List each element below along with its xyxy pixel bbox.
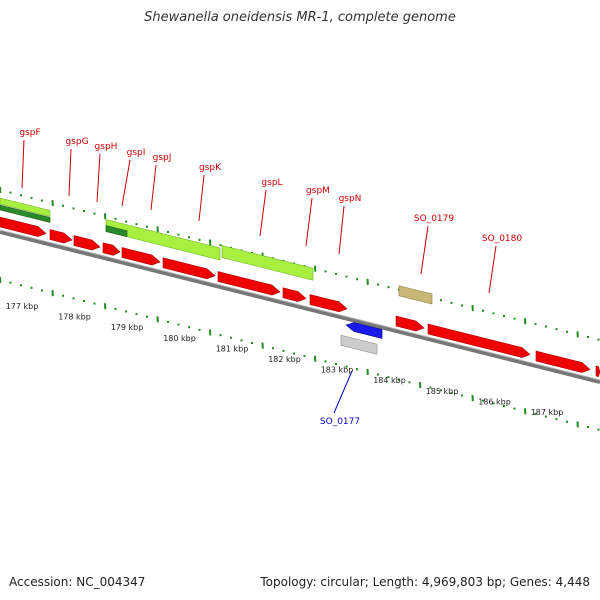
gene-label: SO_0179 — [414, 214, 454, 224]
scale-label: 185 kbp — [426, 387, 459, 396]
scale-label: 182 kbp — [268, 355, 301, 364]
label-leader — [338, 205, 345, 255]
gsp-feature-bar — [221, 245, 314, 281]
tick-marks — [0, 186, 600, 431]
cds-arrow — [121, 247, 161, 266]
gene-label: gspK — [199, 163, 222, 173]
cds-arrow — [0, 216, 47, 237]
gene-labels: gspF gspG gspH gspI gspJ gspK gspL gspM gspN SO_0… — [19, 128, 522, 427]
backbone-highlight — [0, 229, 600, 381]
label-leader — [259, 189, 267, 237]
label-leader — [198, 174, 205, 222]
cds-arrow — [427, 323, 531, 358]
gene-label: gspL — [261, 178, 282, 188]
rna-feature — [345, 322, 383, 339]
pseudo-feature — [340, 334, 378, 355]
gsp-feature-bar-dark — [0, 204, 51, 223]
gene-label: gspH — [95, 142, 118, 152]
scale-label: 181 kbp — [216, 344, 249, 353]
label-leader — [68, 148, 72, 197]
label-leader — [150, 164, 157, 211]
gsp-feature-bar — [0, 197, 51, 217]
scale-label: 183 kbp — [321, 366, 354, 375]
gene-label: gspN — [339, 194, 362, 204]
cds-arrow — [395, 315, 425, 332]
gene-label: SO_0177 — [320, 417, 360, 427]
scale-label: 186 kbp — [478, 397, 511, 406]
genome-backbone — [0, 229, 600, 384]
genome-stats: Topology: circular; Length: 4,969,803 bp… — [260, 575, 590, 589]
label-leader — [96, 153, 101, 203]
gene-features — [0, 197, 600, 377]
cds-arrow — [217, 271, 281, 296]
cds-arrow — [162, 257, 216, 280]
cds-arrow — [102, 242, 121, 256]
gene-label: gspI — [127, 148, 146, 158]
label-leader — [121, 159, 131, 207]
scale-labels: 177 kbp 178 kbp 179 kbp 180 kbp 181 kbp 182 k… — [6, 302, 564, 417]
cds-arrow — [535, 350, 591, 373]
gsp-feature-bar-dark — [105, 225, 128, 238]
label-leader — [488, 245, 497, 294]
gene-label: SO_0180 — [482, 234, 522, 244]
gene-label: gspM — [306, 186, 330, 196]
scale-label: 184 kbp — [373, 376, 406, 385]
backbone-line — [0, 230, 600, 384]
cds-arrow — [595, 365, 600, 377]
scale-label: 177 kbp — [6, 302, 39, 311]
cds-arrow — [49, 229, 73, 244]
gene-label: gspG — [65, 137, 88, 147]
scale-label: 187 kbp — [531, 408, 564, 417]
gene-label: gspJ — [153, 153, 172, 163]
cds-arrow — [282, 287, 307, 302]
scale-label: 179 kbp — [111, 323, 144, 332]
scale-label: 178 kbp — [58, 313, 91, 322]
gene-label: gspF — [19, 128, 40, 138]
cds-arrow — [73, 235, 101, 251]
cds-arrow — [309, 294, 348, 313]
label-leader — [305, 197, 313, 247]
accession-text: Accession: NC_004347 — [9, 575, 146, 589]
label-leader — [21, 139, 25, 189]
hypothetical-feature — [398, 285, 433, 305]
scale-label: 180 kbp — [163, 334, 196, 343]
map-title: Shewanella oneidensis MR-1, complete gen… — [144, 10, 456, 25]
label-leaders — [21, 139, 497, 414]
label-leader — [420, 225, 429, 275]
label-leader — [333, 370, 353, 414]
